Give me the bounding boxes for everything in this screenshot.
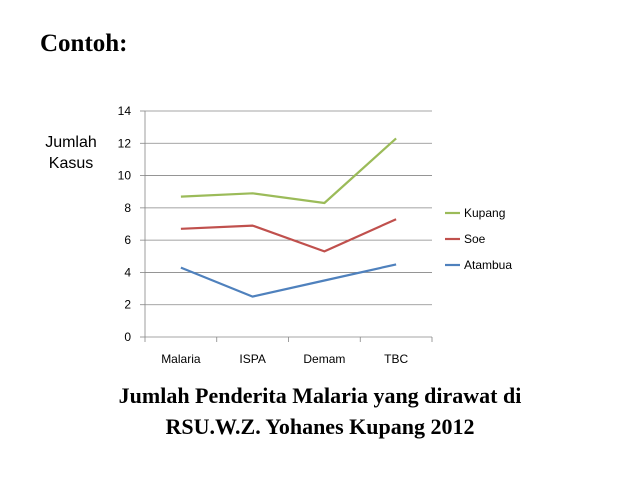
legend: Kupang Soe Atambua — [445, 206, 512, 272]
caption-line-1: Jumlah Penderita Malaria yang dirawat di — [118, 383, 522, 408]
grid-lines — [145, 110, 432, 306]
caption-line-2: RSU.W.Z. Yohanes Kupang 2012 — [165, 414, 475, 439]
legend-label: Atambua — [464, 258, 512, 272]
y-axis-label-line2: Kasus — [48, 155, 94, 172]
y-tick-labels: 0 2 4 6 8 10 12 14 — [118, 104, 132, 344]
y-axis-label: Jumlah Kasus — [36, 132, 106, 174]
x-tick-label: TBC — [384, 352, 408, 366]
y-tick-label: 8 — [124, 201, 131, 215]
y-axis-label-line1: Jumlah — [45, 134, 97, 151]
y-tick-label: 14 — [118, 104, 132, 118]
y-tick-label: 6 — [124, 233, 131, 247]
y-tick-label: 12 — [118, 136, 132, 150]
chart-caption: Jumlah Penderita Malaria yang dirawat di… — [40, 380, 600, 442]
x-tick-label: ISPA — [239, 352, 265, 366]
x-tick-labels: Malaria ISPA Demam TBC — [161, 352, 408, 366]
legend-label: Soe — [464, 232, 486, 246]
series-lines — [180, 137, 397, 298]
slide-heading: Contoh: — [40, 30, 128, 57]
series-line-atambua — [180, 263, 397, 298]
legend-label: Kupang — [464, 206, 505, 220]
axes — [140, 110, 433, 342]
series-line-soe — [180, 218, 397, 253]
series-line-kupang — [180, 137, 397, 205]
y-tick-label: 4 — [124, 265, 131, 279]
y-tick-label: 2 — [124, 298, 131, 312]
x-tick-label: Malaria — [161, 352, 201, 366]
x-tick-label: Demam — [303, 352, 345, 366]
y-tick-label: 10 — [118, 169, 132, 183]
y-tick-label: 0 — [124, 330, 131, 344]
